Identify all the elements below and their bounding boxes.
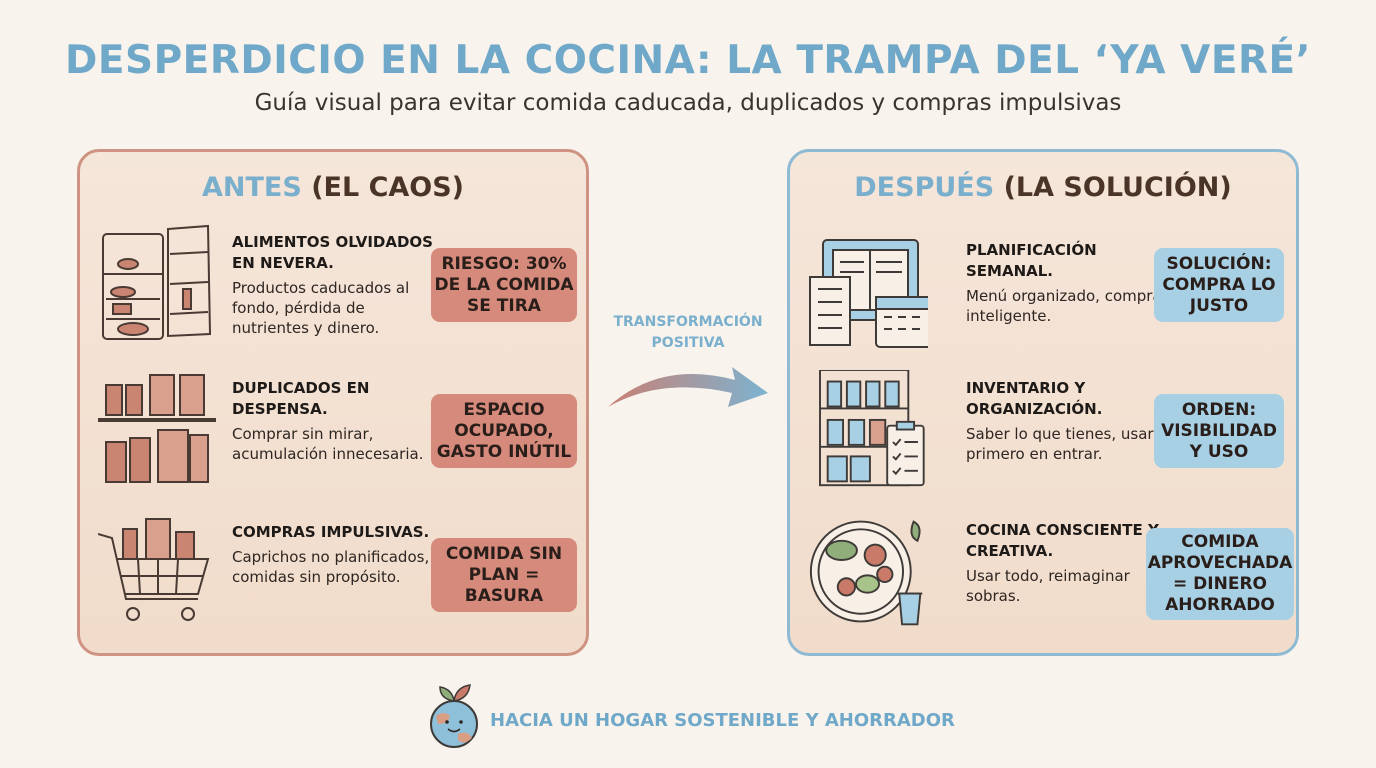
- footer-slogan: HACIA UN HOGAR SOSTENIBLE Y AHORRADOR: [490, 710, 955, 731]
- after-item-cooking: COCINA CONSCIENTE Y CREATIVA. Usar todo, …: [790, 512, 1296, 637]
- item-desc: Caprichos no planificados, comidas sin p…: [232, 548, 430, 586]
- fridge-icon: [102, 224, 212, 340]
- shopping-cart-icon: [98, 518, 210, 621]
- item-title: ALIMENTOS OLVIDADOS EN NEVERA.: [232, 233, 433, 272]
- pantry-shelf-icon: [98, 374, 216, 483]
- item-desc: Saber lo que tienes, usar lo primero en …: [966, 425, 1172, 463]
- before-heading-accent: ANTES: [201, 172, 302, 203]
- order-badge: ORDEN: VISIBILIDAD Y USO: [1154, 394, 1284, 468]
- item-desc: Productos caducados al fondo, pérdida de…: [232, 279, 410, 337]
- page-subtitle: Guía visual para evitar comida caducada,…: [254, 90, 1122, 116]
- page-title: DESPERDICIO EN LA COCINA: LA TRAMPA DEL …: [65, 38, 1311, 83]
- before-item-cart: COMPRAS IMPULSIVAS. Caprichos no planific…: [80, 514, 586, 639]
- before-item-fridge: ALIMENTOS OLVIDADOS EN NEVERA. Productos …: [80, 224, 586, 349]
- solution-badge: SOLUCIÓN: COMPRA LO JUSTO: [1154, 248, 1284, 322]
- after-heading-accent: DESPUÉS: [854, 172, 995, 203]
- before-heading-rest: (EL CAOS): [311, 172, 465, 203]
- item-title: INVENTARIO Y ORGANIZACIÓN.: [966, 379, 1103, 418]
- after-heading: DESPUÉS (LA SOLUCIÓN): [790, 172, 1296, 203]
- item-title: PLANIFICACIÓN SEMANAL.: [966, 241, 1097, 280]
- before-panel: ANTES (EL CAOS) ALIMENTOS OLVIDADOS EN N…: [77, 149, 589, 656]
- organized-shelf-icon: [819, 370, 925, 487]
- risk-badge: RIESGO: 30% DE LA COMIDA SE TIRA: [431, 248, 577, 322]
- transition-arrow-icon: [608, 367, 768, 407]
- item-title: COCINA CONSCIENTE Y CREATIVA.: [966, 521, 1159, 560]
- item-desc: Comprar sin mirar, acumulación innecesar…: [232, 425, 424, 463]
- before-heading: ANTES (EL CAOS): [80, 172, 586, 203]
- calendar-plan-icon: [809, 239, 928, 348]
- after-item-planning: PLANIFICACIÓN SEMANAL. Menú organizado, c…: [790, 232, 1296, 357]
- after-item-inventory: INVENTARIO Y ORGANIZACIÓN. Saber lo que t…: [790, 370, 1296, 495]
- smiling-earth-icon: [430, 684, 478, 748]
- item-desc: Usar todo, reimaginar sobras.: [966, 567, 1130, 605]
- savings-badge: COMIDA APROVECHADA = DINERO AHORRADO: [1146, 528, 1294, 620]
- item-desc: Menú organizado, compra inteligente.: [966, 287, 1162, 325]
- item-title: COMPRAS IMPULSIVAS.: [232, 523, 430, 541]
- waste-badge: ESPACIO OCUPADO, GASTO INÚTIL: [431, 394, 577, 468]
- after-heading-rest: (LA SOLUCIÓN): [1003, 172, 1232, 203]
- trash-badge: COMIDA SIN PLAN = BASURA: [431, 538, 577, 612]
- salad-plate-icon: [809, 520, 923, 626]
- after-panel: DESPUÉS (LA SOLUCIÓN) PLANIFICACIÓN SEMA…: [787, 149, 1299, 656]
- item-title: DUPLICADOS EN DESPENSA.: [232, 379, 370, 418]
- transition-label: TRANSFORMACIÓN POSITIVA: [613, 314, 763, 351]
- before-item-pantry: DUPLICADOS EN DESPENSA. Comprar sin mirar…: [80, 370, 586, 495]
